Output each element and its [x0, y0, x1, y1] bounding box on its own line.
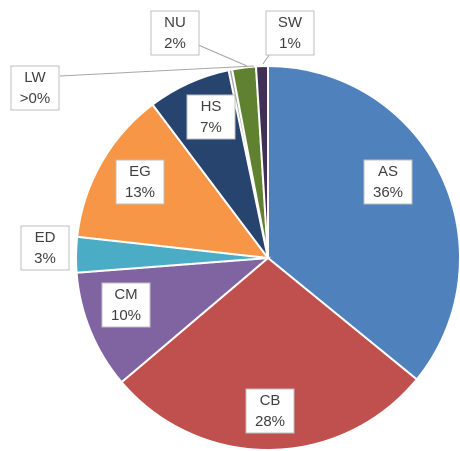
slice-value: 1% — [279, 35, 301, 52]
slice-value: >0% — [20, 90, 50, 107]
pie-slice — [254, 64, 269, 259]
pie-slice — [267, 64, 460, 381]
label-box — [10, 65, 60, 111]
slice-name: NU — [164, 14, 186, 31]
slice-value: 10% — [111, 307, 141, 324]
slice-name: SW — [278, 14, 303, 31]
slice-name: LW — [24, 69, 46, 86]
slice-value: 36% — [373, 184, 403, 201]
label-box — [101, 282, 151, 328]
label-box — [20, 225, 70, 271]
label-box — [363, 159, 413, 205]
slice-value: 2% — [164, 35, 186, 52]
slice-name: AS — [378, 163, 398, 180]
slice-name: ED — [35, 229, 56, 246]
pie-slice — [120, 256, 419, 451]
slice-value: 7% — [200, 119, 222, 136]
slice-value: 3% — [34, 250, 56, 267]
slice-name: EG — [129, 163, 151, 180]
leader-line — [59, 65, 255, 77]
label-box — [245, 388, 295, 434]
label-box — [150, 10, 200, 56]
slice-name: HS — [201, 98, 222, 115]
label-box — [265, 10, 315, 56]
slice-value: 13% — [125, 184, 155, 201]
pie-slice — [76, 103, 271, 260]
slice-name: CM — [114, 286, 137, 303]
label-box — [186, 94, 236, 140]
leader-line — [195, 43, 248, 67]
label-box — [115, 159, 165, 205]
slice-name: CB — [260, 392, 281, 409]
slice-value: 28% — [255, 413, 285, 430]
